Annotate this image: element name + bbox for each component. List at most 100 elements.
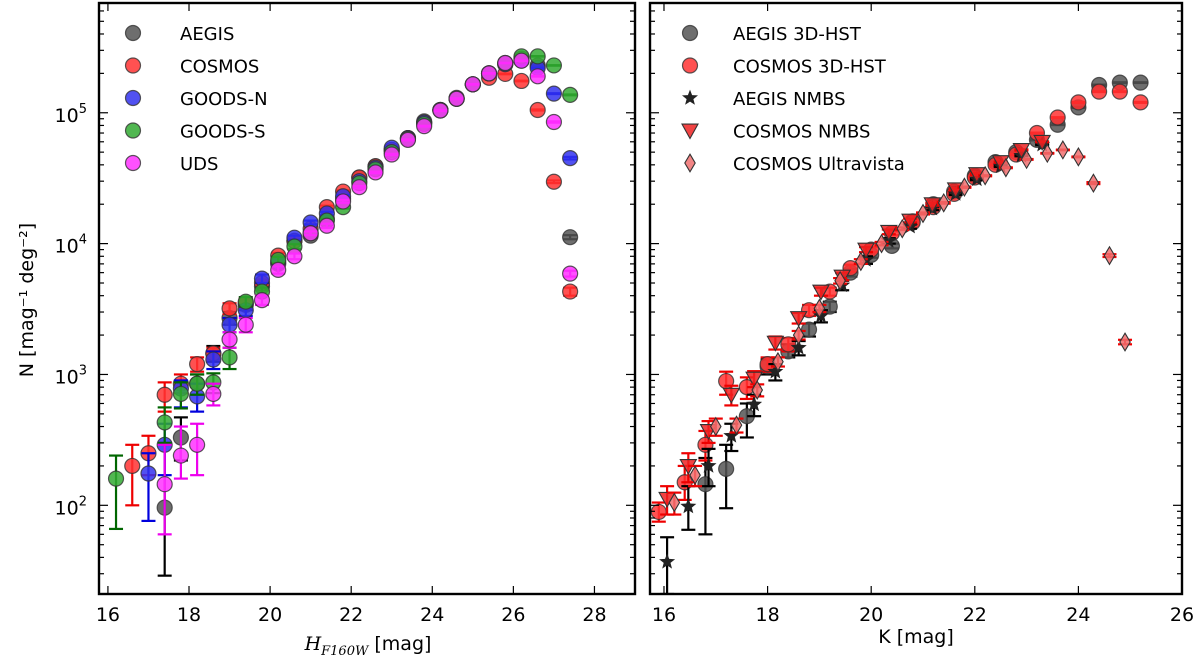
data-point-cosmos-ultravista — [792, 325, 805, 345]
data-point-cosmos-3d-hst — [1070, 94, 1087, 111]
data-point-cosmos-nmbs — [857, 242, 875, 259]
legend-label: COSMOS 3D-HST — [733, 57, 887, 78]
data-point-aegis-nmbs — [680, 498, 697, 514]
data-point-cosmos-nmbs — [789, 311, 808, 328]
data-point-cosmos-nmbs — [766, 335, 785, 352]
legend-label: GOODS-N — [180, 89, 268, 110]
data-point-aegis-nmbs — [767, 363, 784, 379]
data-point-uds — [351, 179, 368, 196]
legend-marker-aegis-3d-hst — [681, 24, 699, 42]
data-point-cosmos-3d-hst — [1111, 83, 1128, 100]
data-point-cosmos-nmbs — [812, 284, 830, 301]
data-point-cosmos-ultravista — [668, 492, 681, 513]
series-uds — [156, 52, 579, 536]
legend-label: AEGIS — [180, 24, 234, 45]
data-point-goods-s — [562, 86, 579, 103]
right-data-layer — [650, 74, 1149, 594]
legend-label: GOODS-S — [180, 122, 266, 143]
right-plot-frame — [648, 1, 1184, 596]
data-point-cosmos — [189, 356, 206, 373]
data-point-goods-n — [205, 351, 222, 368]
data-point-uds — [253, 292, 271, 309]
legend-marker-uds — [124, 154, 142, 172]
y-axis-label: N [mag⁻¹ deg⁻²] — [16, 223, 38, 377]
legend-marker-goods-n — [124, 89, 142, 107]
legend-item-goods-n: GOODS-N — [124, 89, 268, 110]
x-tick-label: 24 — [1066, 604, 1090, 626]
left-axis-ticks: 16 18 20 22 24 26 28 102 103 104 105 — [55, 3, 635, 626]
x-tick-label: 16 — [96, 604, 120, 626]
left-data-layer — [107, 48, 579, 577]
data-point-cosmos-ultravista — [689, 465, 701, 486]
left-x-label-sub: F160W — [320, 644, 370, 659]
data-point-goods-s — [107, 470, 125, 487]
data-point-aegis-3d-hst — [718, 460, 735, 477]
data-point-aegis-3d-hst — [800, 321, 818, 338]
data-point-uds — [302, 225, 319, 242]
data-point-uds — [205, 385, 222, 403]
legend-marker-aegis — [124, 24, 142, 42]
data-point-cosmos-3d-hst — [1049, 109, 1066, 126]
data-point-cosmos-ultravista — [937, 192, 950, 213]
data-point-cosmos-ultravista — [1020, 149, 1033, 170]
legend-marker-cosmos-3d-hst — [681, 57, 699, 74]
data-point-cosmos-ultravista — [813, 298, 826, 319]
legend-marker-cosmos-nmbs — [681, 123, 699, 140]
data-point-cosmos — [513, 72, 530, 90]
legend-item-cosmos-3d-hst: COSMOS 3D-HST — [681, 57, 887, 78]
legend-item-cosmos: COSMOS — [124, 57, 259, 78]
data-point-cosmos-ultravista — [1000, 157, 1012, 178]
x-tick-label: 18 — [177, 604, 201, 626]
data-point-uds — [270, 261, 287, 278]
data-point-cosmos-ultravista — [751, 380, 764, 400]
data-point-cosmos-nmbs — [879, 224, 898, 241]
data-point-uds — [545, 113, 563, 131]
legend-marker-goods-s — [124, 122, 142, 139]
data-point-cosmos-ultravista — [1041, 143, 1054, 164]
data-point-uds — [221, 331, 238, 348]
legend-label: COSMOS NMBS — [733, 122, 870, 143]
y-tick-label: 102 — [55, 494, 87, 519]
data-point-goods-s — [529, 48, 546, 65]
legend-item-cosmos-nmbs: COSMOS NMBS — [681, 122, 870, 143]
data-point-cosmos-ultravista — [917, 203, 929, 224]
data-point-aegis-nmbs — [746, 396, 763, 412]
legend-label: AEGIS 3D-HST — [733, 24, 862, 45]
data-point-cosmos-ultravista — [896, 218, 909, 239]
data-point-aegis-nmbs — [723, 427, 740, 443]
left-x-label-unit: [mag] — [368, 633, 431, 655]
data-point-cosmos-ultravista — [979, 165, 991, 186]
data-point-uds — [334, 193, 352, 210]
data-point-uds — [513, 52, 530, 69]
data-point-cosmos-ultravista — [875, 233, 888, 254]
data-point-uds — [318, 217, 335, 234]
legend-label: UDS — [180, 154, 218, 175]
data-point-cosmos-nmbs — [1033, 134, 1052, 151]
legend-marker-cosmos-ultravista — [684, 153, 696, 173]
legend-label: COSMOS — [180, 57, 259, 78]
data-point-cosmos — [156, 386, 173, 403]
left-legend: AEGIS COSMOS GOODS-N GOODS-S UDS — [124, 24, 268, 175]
left-plot-frame — [97, 1, 637, 596]
data-point-cosmos-ultravista — [958, 177, 971, 198]
x-tick-label: 16 — [652, 604, 676, 626]
data-point-cosmos-ultravista — [1103, 245, 1116, 266]
data-point-aegis-3d-hst — [1132, 74, 1149, 91]
legend-marker-aegis-nmbs — [682, 89, 698, 105]
legend-item-aegis: AEGIS — [124, 24, 234, 45]
x-tick-label: 26 — [501, 604, 525, 626]
data-point-cosmos-ultravista — [772, 351, 784, 372]
data-point-uds — [480, 65, 498, 82]
data-point-cosmos — [562, 283, 579, 300]
left-panel: 16 18 20 22 24 26 28 102 103 104 105 AEGIS COSMOS GO… — [16, 1, 637, 659]
x-tick-label: 26 — [1170, 604, 1194, 626]
data-point-cosmos-ultravista — [1119, 332, 1131, 352]
data-point-cosmos-nmbs — [1012, 142, 1031, 160]
data-point-cosmos-ultravista — [1072, 147, 1085, 167]
data-point-cosmos-ultravista — [854, 251, 867, 272]
data-point-goods-n — [221, 316, 238, 333]
left-x-label-main: H — [304, 633, 322, 655]
series-cosmos-nmbs — [658, 134, 1052, 516]
